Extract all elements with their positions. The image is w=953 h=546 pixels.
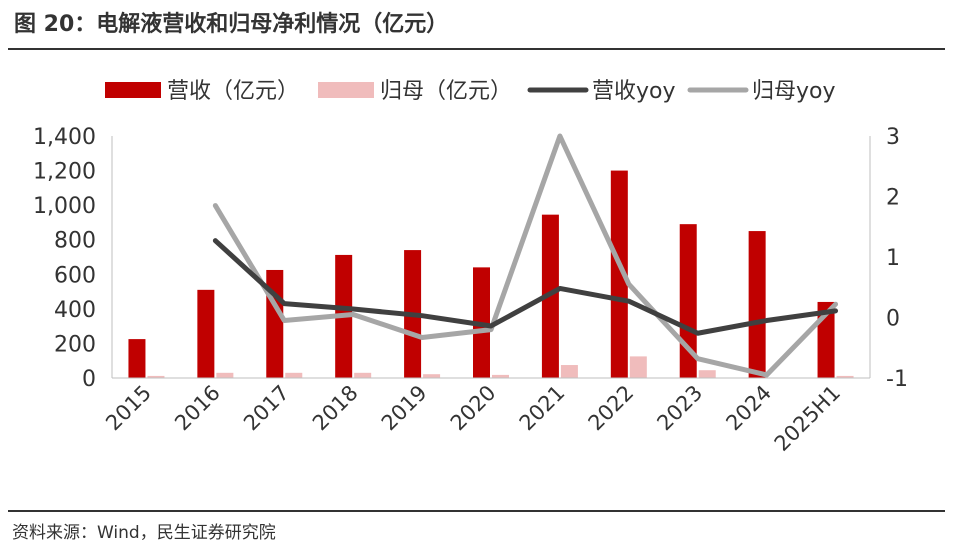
bars — [128, 170, 854, 378]
source-note: 资料来源：Wind，民生证券研究院 — [12, 523, 276, 543]
left-axis: 0 200 400 600 800 1,000 1,200 1,400 — [33, 125, 113, 392]
revenue-yoy-line — [212, 238, 839, 336]
right-tick-label: 0 — [886, 307, 900, 332]
net-profit-bar — [147, 375, 165, 378]
net-profit-bar — [698, 370, 716, 378]
revenue-bar — [128, 339, 146, 378]
x-tick-label: 2025H1 — [770, 381, 845, 456]
x-tick-label: 2018 — [308, 381, 363, 436]
x-tick-label: 2022 — [584, 381, 639, 436]
x-axis: 2015 2016 2017 2018 2019 2020 2021 2022 2023 2024… — [101, 377, 870, 456]
right-axis: -1 0 1 2 3 — [869, 125, 908, 392]
right-tick-label: 1 — [886, 246, 900, 271]
left-tick-label: 200 — [54, 332, 96, 357]
legend-net-profit-yoy-label: 归母yoy — [752, 79, 836, 104]
x-tick-label: 2019 — [377, 381, 432, 436]
revenue-bar — [679, 224, 697, 378]
lines — [212, 133, 839, 378]
right-tick-label: -1 — [886, 367, 908, 392]
x-tick-label: 2023 — [652, 381, 707, 436]
legend-net-profit-label: 归母（亿元） — [380, 79, 512, 104]
left-tick-label: 0 — [82, 367, 96, 392]
left-tick-label: 600 — [54, 263, 96, 288]
x-tick-label: 2017 — [239, 381, 294, 436]
left-tick-label: 1,200 — [33, 160, 96, 185]
x-tick-label: 2015 — [101, 381, 156, 436]
legend-revenue-label: 营收（亿元） — [167, 79, 299, 104]
left-tick-label: 1,400 — [33, 125, 96, 150]
legend-net-profit-swatch — [318, 82, 374, 98]
right-tick-label: 2 — [886, 186, 900, 211]
net-profit-bar — [354, 372, 372, 378]
net-profit-bar — [216, 372, 234, 378]
legend: 营收（亿元） 归母（亿元） 营收yoy 归母yoy — [105, 79, 836, 104]
legend-revenue-swatch — [105, 82, 161, 98]
left-tick-label: 800 — [54, 229, 96, 254]
net-profit-bar — [285, 372, 303, 378]
figure-title: 图 20：电解液营收和归母净利情况（亿元） — [14, 12, 449, 37]
right-tick-label: 3 — [886, 125, 900, 150]
net-profit-bar — [629, 356, 647, 378]
net-profit-bar — [423, 374, 441, 378]
x-tick-label: 2020 — [446, 381, 501, 436]
net-profit-yoy-line — [212, 133, 839, 378]
x-tick-label: 2024 — [721, 381, 776, 436]
left-tick-label: 1,000 — [33, 194, 96, 219]
revenue-bar — [748, 231, 766, 378]
net-profit-bar — [560, 365, 578, 378]
revenue-bar — [197, 289, 215, 378]
legend-revenue-yoy-label: 营收yoy — [592, 79, 676, 104]
net-profit-bar — [492, 374, 509, 378]
left-tick-label: 400 — [54, 298, 96, 323]
x-tick-label: 2016 — [170, 381, 225, 436]
x-tick-label: 2021 — [515, 381, 570, 436]
net-profit-bar — [836, 375, 854, 378]
top-divider — [8, 48, 945, 50]
revenue-bar — [610, 170, 628, 378]
bottom-divider — [8, 510, 945, 512]
